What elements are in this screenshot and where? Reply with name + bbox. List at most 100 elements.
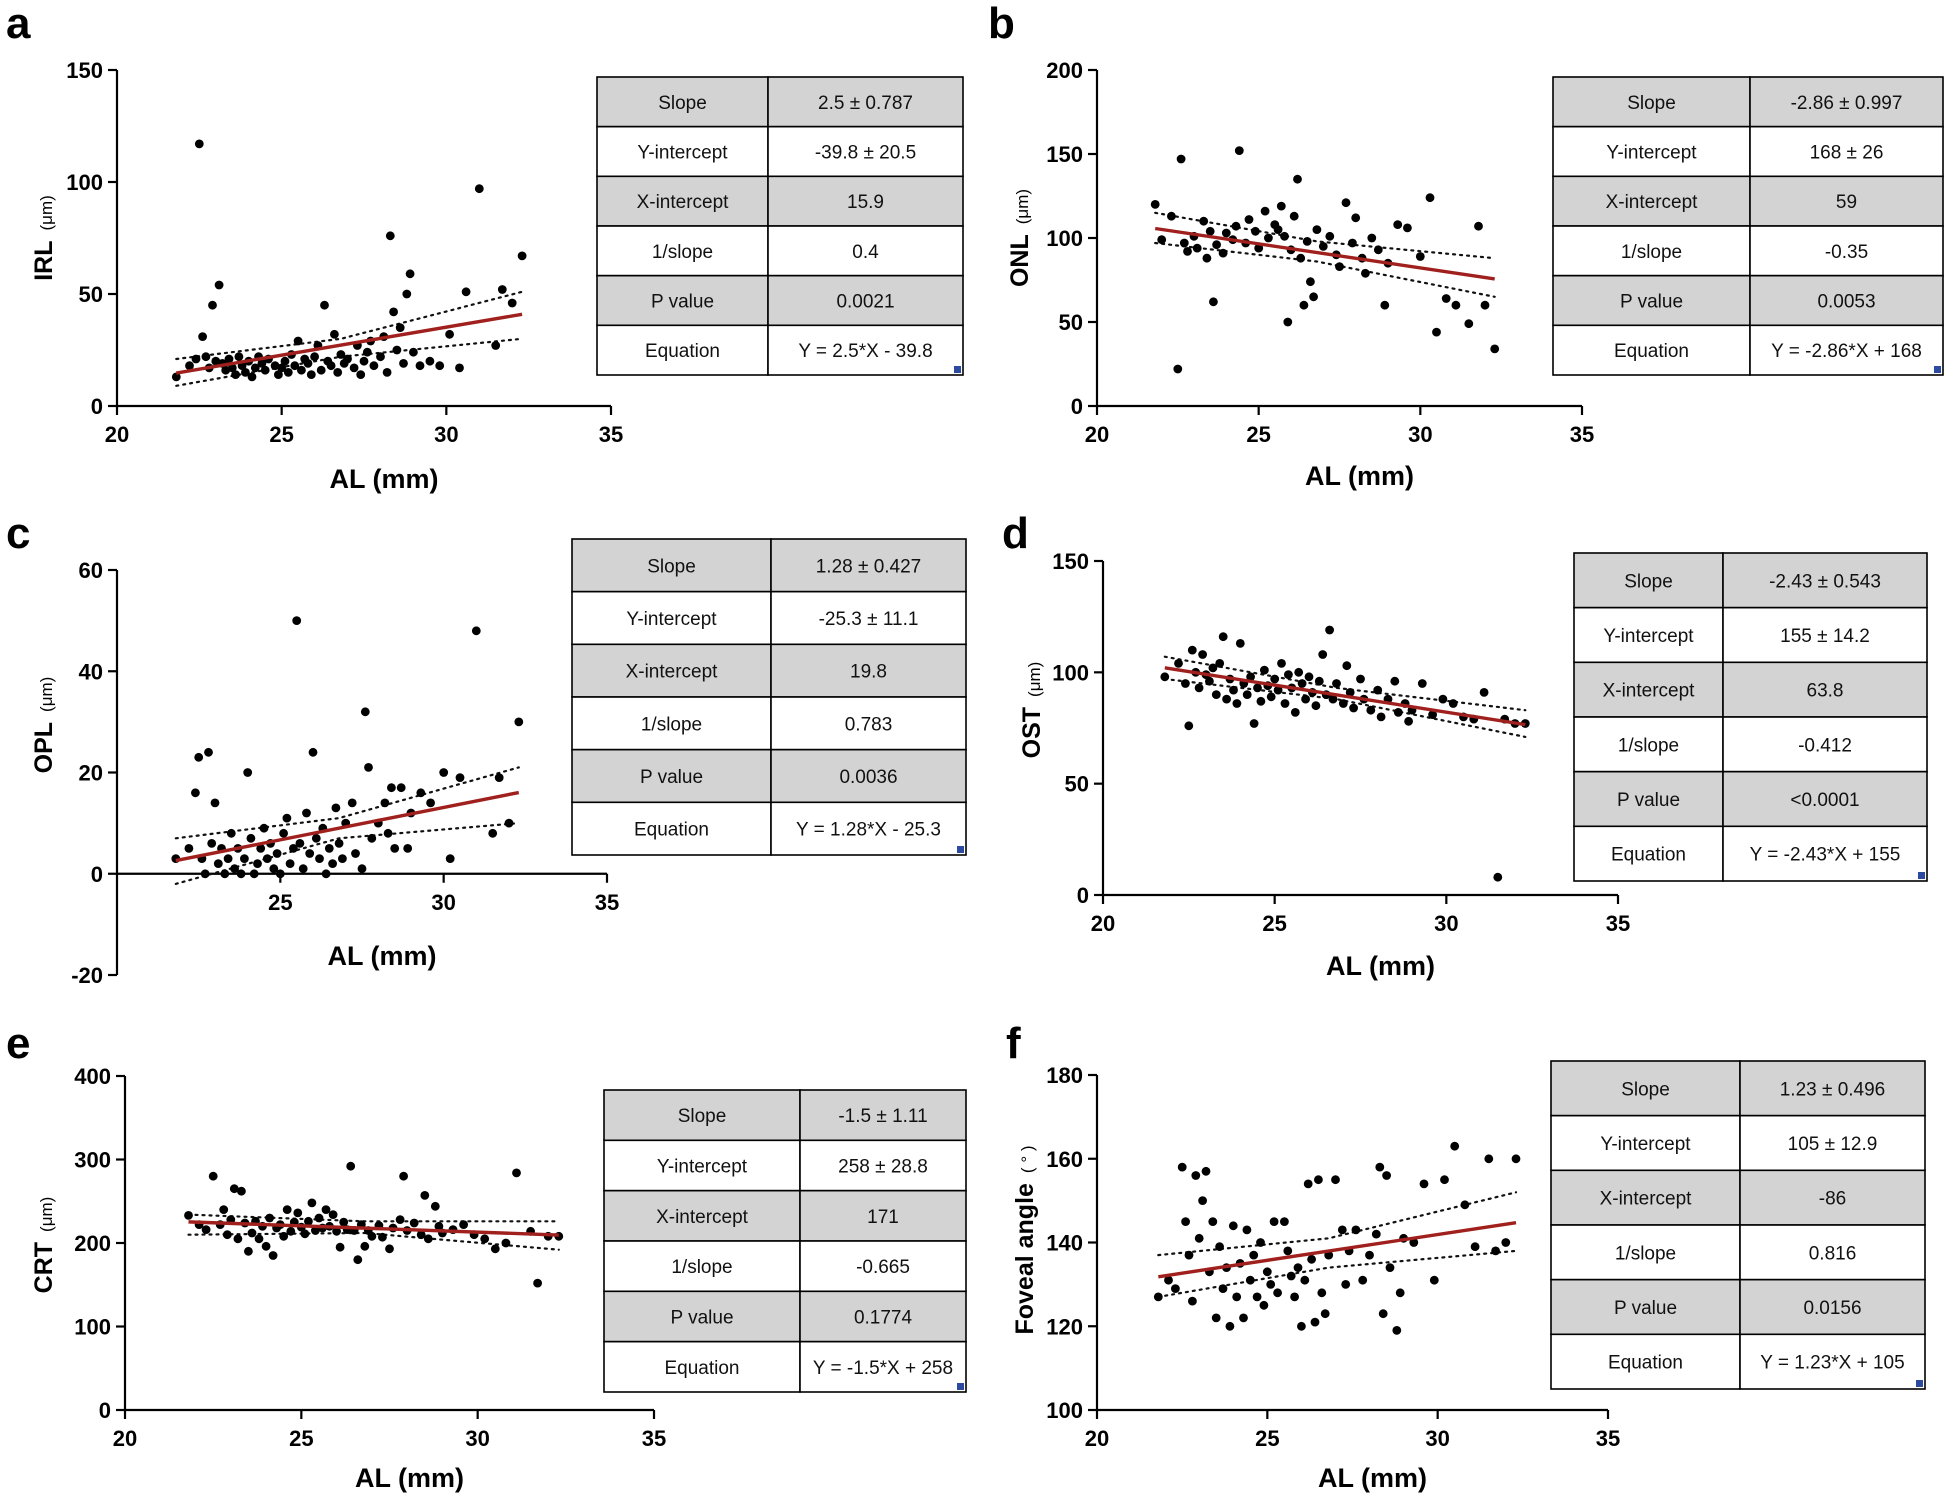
data-point (282, 1205, 292, 1214)
y-tick-label: 140 (1046, 1231, 1083, 1256)
x-tick-label: 35 (1596, 1426, 1620, 1451)
table-label-cell (571, 590, 772, 646)
table-row-value: 19.8 (850, 662, 887, 683)
table-row-value: -2.43 ± 0.543 (1769, 571, 1881, 592)
data-point (1380, 300, 1390, 310)
x-tick-label: 20 (1091, 911, 1115, 936)
data-point (1415, 252, 1425, 261)
data-point (1311, 701, 1321, 711)
data-point (171, 372, 181, 382)
table-value-cell (1749, 125, 1944, 178)
data-point (227, 363, 237, 373)
data-point (244, 1246, 253, 1256)
data-point (331, 803, 341, 813)
data-point (1153, 1292, 1163, 1302)
data-point (459, 1220, 468, 1229)
data-point (1480, 300, 1490, 310)
table-label-cell (1550, 1333, 1741, 1390)
data-point (1417, 679, 1427, 688)
x-axis-title: AL (mm) (1305, 461, 1414, 491)
data-point (1229, 685, 1238, 695)
data-point (1283, 317, 1293, 327)
table-value-cell (767, 125, 964, 178)
data-point (335, 1242, 345, 1252)
data-point (490, 1244, 500, 1254)
data-point (1432, 327, 1441, 337)
data-point (1280, 1217, 1289, 1226)
y-axis-title-text: CRT (30, 1242, 58, 1293)
data-point (390, 844, 400, 853)
data-point (445, 854, 455, 863)
y-axis-title: CRT (μm) (30, 1197, 58, 1294)
table-row-value: 63.8 (1807, 681, 1844, 702)
data-point (1205, 676, 1214, 686)
table-label-cell (1573, 552, 1724, 609)
data-point (1215, 659, 1225, 668)
data-point (1235, 639, 1245, 648)
data-point (1199, 216, 1209, 226)
y-tick-label: 400 (74, 1064, 111, 1089)
table-row-value: -86 (1819, 1189, 1846, 1210)
y-tick-label: 150 (1046, 142, 1083, 167)
data-point (219, 1205, 229, 1214)
table-row-label: Y-intercept (1600, 1134, 1691, 1155)
data-point (1382, 1171, 1391, 1180)
table-row-label: X-intercept (656, 1207, 749, 1228)
y-axis-title-unit: (μm) (1025, 662, 1044, 697)
y-tick-label: 0 (91, 862, 103, 887)
table-row-label: X-intercept (1606, 192, 1699, 213)
data-point (1337, 1225, 1347, 1235)
data-point (272, 849, 282, 858)
data-point (1253, 683, 1262, 693)
data-point (349, 363, 359, 373)
x-axis-title: AL (mm) (327, 941, 436, 971)
x-tick-label: 25 (1255, 1426, 1279, 1451)
data-point (253, 859, 262, 868)
data-point (1351, 1225, 1361, 1235)
table-row-label: 1/slope (671, 1257, 732, 1278)
table-label-cell (1573, 825, 1724, 882)
data-point (259, 823, 269, 833)
data-point (257, 359, 267, 368)
data-point (507, 298, 517, 308)
data-point (213, 859, 223, 868)
data-point (1361, 268, 1370, 278)
data-point (1358, 1275, 1368, 1285)
data-point (285, 859, 295, 868)
table-row-label: Slope (658, 93, 707, 114)
y-tick-label: 100 (66, 170, 103, 195)
y-tick-label: 50 (1059, 310, 1083, 335)
data-point (1378, 1309, 1388, 1319)
data-point (416, 1230, 426, 1240)
panel-letter: e (6, 1019, 30, 1068)
data-point (1160, 672, 1170, 682)
y-tick-label: 0 (1077, 883, 1089, 908)
data-point (1212, 240, 1221, 250)
data-point (1167, 211, 1176, 221)
data-point (1262, 1267, 1272, 1277)
panel-letter: c (6, 509, 30, 558)
x-tick-label: 35 (599, 422, 623, 447)
data-point (1218, 1284, 1228, 1293)
data-point (254, 1234, 264, 1244)
data-point (491, 341, 501, 350)
data-point (1342, 661, 1352, 671)
data-point (308, 747, 318, 757)
table-value-cell (770, 538, 967, 593)
table-label-cell (1552, 175, 1751, 227)
data-point (201, 352, 211, 362)
data-point (1260, 665, 1269, 675)
table-value-cell (799, 1139, 967, 1192)
data-point (1259, 1300, 1269, 1310)
table-row-label: 1/slope (641, 714, 702, 735)
data-point (1371, 1229, 1381, 1239)
data-point (1289, 211, 1299, 221)
table-row-label: Equation (1614, 341, 1689, 362)
data-point (279, 1231, 289, 1241)
table-label-cell (1550, 1060, 1741, 1117)
regression-line (188, 1220, 559, 1237)
table-row-value: -2.86 ± 0.997 (1791, 93, 1903, 114)
table-row-label: Y-intercept (1606, 143, 1697, 164)
data-point (497, 285, 507, 294)
